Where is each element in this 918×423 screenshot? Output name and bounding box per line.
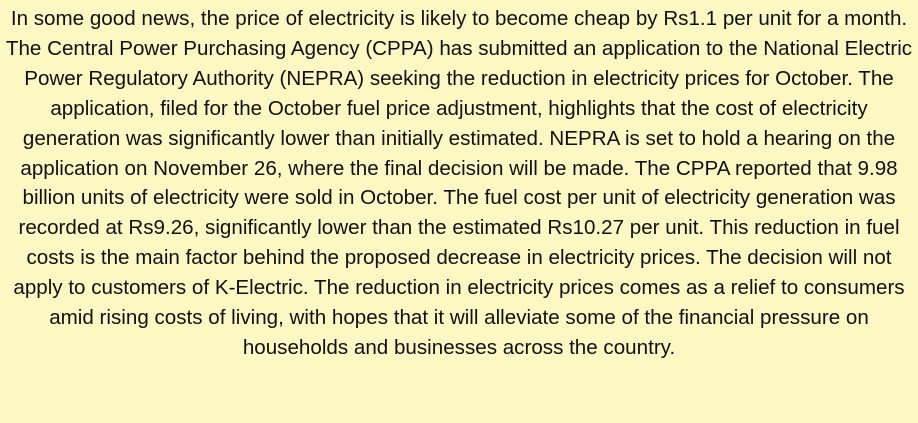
article-paragraph: In some good news, the price of electric… [5, 7, 913, 359]
